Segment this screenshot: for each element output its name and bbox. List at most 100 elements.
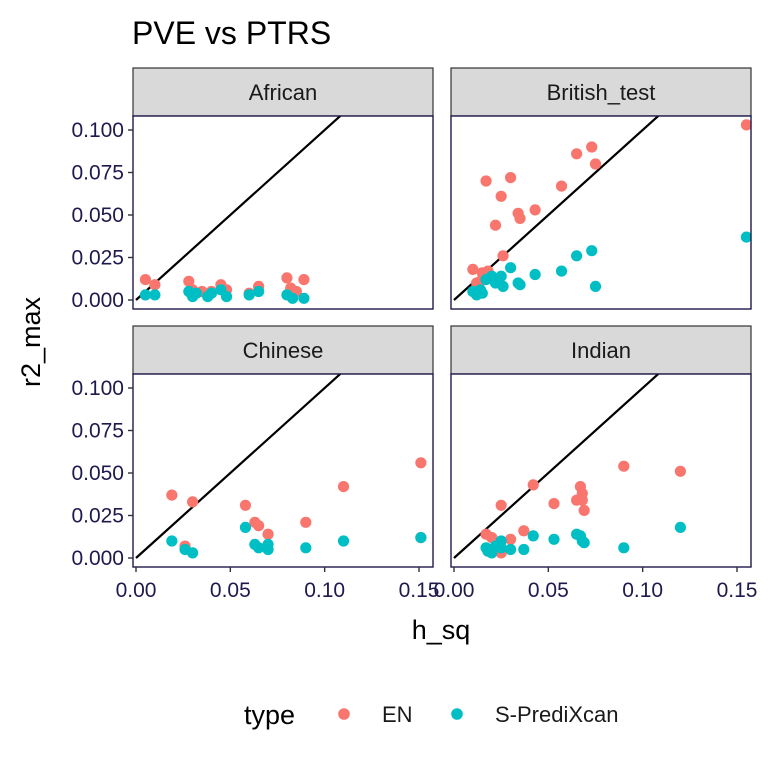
data-point (166, 489, 178, 501)
data-point (298, 292, 310, 304)
panel-background (451, 374, 751, 567)
data-point (518, 543, 530, 556)
data-point (253, 285, 265, 298)
data-point (527, 479, 539, 491)
data-point (239, 521, 252, 534)
facet-strip-label: African (249, 80, 317, 105)
data-point (337, 535, 350, 547)
facet-panel-chinese: Chinese 0.000 0.025 0.050 0.075 0.100 0.00 0.05… (71, 325, 439, 602)
legend-title: type (244, 700, 295, 730)
y-tick-label: 0.075 (71, 162, 124, 185)
legend-label: S-PrediXcan (495, 702, 619, 727)
data-point (578, 537, 590, 549)
data-point (578, 504, 590, 516)
x-tick-label: 0.05 (528, 579, 569, 602)
x-tick-label: 0.00 (116, 579, 157, 602)
data-point (555, 265, 568, 277)
data-point (253, 520, 265, 532)
legend-label: EN (382, 702, 413, 727)
x-tick-label: 0.15 (717, 579, 758, 602)
series-s-predixcan (467, 231, 751, 301)
y-axis-title: r2_max (16, 296, 46, 387)
facet-panel-british-test: British_test (450, 67, 752, 310)
data-point (518, 525, 530, 537)
data-point (183, 275, 195, 287)
data-point (262, 538, 274, 551)
data-point (571, 148, 583, 160)
panel-border (450, 115, 752, 310)
y-tick-label: 0.025 (71, 505, 124, 528)
data-point (486, 532, 498, 544)
data-point (300, 542, 312, 554)
data-point (555, 180, 568, 192)
data-point (149, 289, 161, 301)
x-axis-title: h_sq (412, 615, 471, 645)
data-point (576, 494, 588, 506)
data-point (337, 481, 350, 493)
data-point (571, 250, 583, 262)
data-point (527, 530, 539, 542)
reference-line-y-equals-x (135, 374, 342, 559)
data-point (740, 119, 751, 131)
panel-border (132, 115, 434, 310)
data-point (300, 516, 312, 528)
data-point (205, 287, 218, 299)
y-tick-label: 0.050 (71, 462, 124, 485)
facet-strip (450, 67, 752, 117)
facet-panel-indian: Indian 0.00 0.05 0.10 0.15 (434, 325, 758, 602)
data-point (139, 289, 152, 301)
data-point (674, 521, 687, 534)
x-tick-label: 0.10 (622, 579, 663, 602)
x-tick-label: 0.05 (210, 579, 251, 602)
x-tick-label: 0.10 (304, 579, 345, 602)
data-point (286, 292, 299, 304)
legend: type EN S-PrediXcan (244, 700, 619, 730)
data-point (149, 279, 161, 291)
series-s-predixcan (139, 284, 310, 304)
y-tick-label: 0.000 (71, 547, 124, 570)
panel-border (450, 373, 752, 568)
data-point (505, 262, 517, 274)
facet-panels: African 0.000 0.025 0.050 0.075 0.100 British_… (71, 67, 758, 602)
legend-key (451, 708, 463, 720)
data-point (497, 280, 509, 292)
y-tick-label: 0.100 (71, 377, 124, 400)
data-point (187, 496, 199, 508)
legend-key (338, 708, 350, 720)
x-tick-label: 0.00 (434, 579, 475, 602)
facet-strip-label: British_test (547, 80, 656, 105)
data-point (220, 291, 233, 303)
data-point (514, 212, 526, 224)
data-point (505, 172, 517, 184)
data-point (514, 279, 526, 291)
series-s-predixcan (166, 521, 427, 559)
data-point (674, 465, 687, 477)
data-point (618, 460, 630, 472)
data-point (298, 274, 310, 286)
reference-line-y-equals-x (453, 374, 660, 559)
y-tick-label: 0.075 (71, 420, 124, 443)
facet-strip (132, 67, 434, 117)
facet-strip (450, 325, 752, 375)
data-point (495, 499, 507, 511)
data-point (281, 272, 293, 284)
data-point (548, 498, 560, 510)
data-point (495, 535, 507, 547)
chart-title: PVE vs PTRS (132, 15, 331, 51)
data-point (190, 287, 202, 299)
legend-entry-en: EN (338, 702, 413, 727)
data-point (586, 245, 598, 257)
data-point (589, 158, 602, 170)
y-tick-label: 0.025 (71, 247, 124, 270)
facet-strip-label: Chinese (243, 338, 324, 363)
data-point (495, 190, 507, 202)
data-point (480, 175, 492, 187)
y-tick-label: 0.050 (71, 204, 124, 227)
data-point (476, 287, 488, 299)
data-point (467, 263, 479, 275)
data-point (243, 289, 255, 301)
facet-panel-african: African 0.000 0.025 0.050 0.075 0.100 (71, 67, 434, 312)
data-point (415, 457, 427, 469)
facet-strip-label: Indian (571, 338, 631, 363)
